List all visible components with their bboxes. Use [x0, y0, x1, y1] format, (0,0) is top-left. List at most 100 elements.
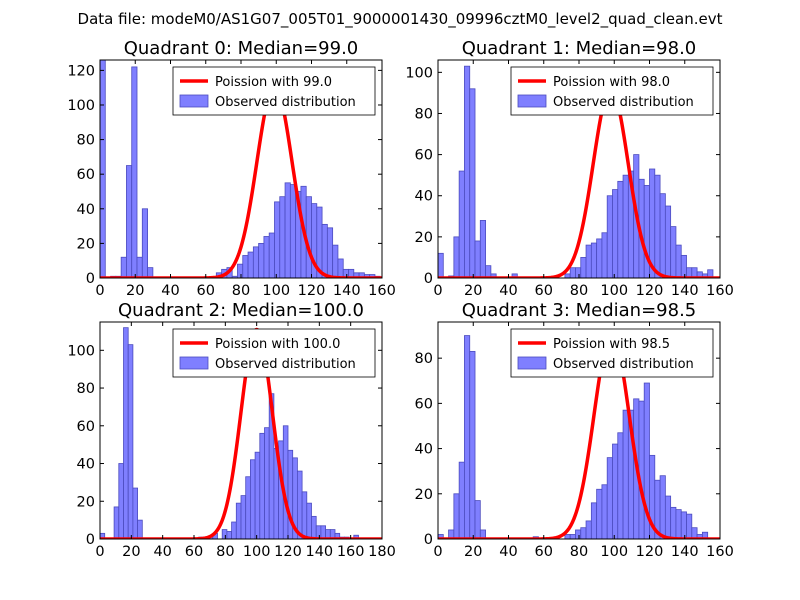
x-tick-label: 140: [305, 544, 333, 560]
histogram-bar: [453, 236, 460, 278]
histogram-bar: [675, 244, 682, 278]
legend-label-observed: Observed distribution: [553, 357, 694, 372]
x-tick-label: 20: [464, 283, 482, 299]
histogram-bar: [438, 252, 444, 278]
histogram-bar: [221, 529, 228, 539]
y-tick-label: 20: [415, 230, 433, 246]
histogram-bar: [606, 457, 613, 539]
histogram-bar: [564, 534, 571, 539]
histogram-bar: [654, 174, 661, 278]
histogram-bar: [247, 251, 254, 278]
histogram-bar: [590, 242, 598, 278]
histogram-bar: [659, 193, 666, 278]
histogram-bar: [596, 488, 603, 539]
histogram-bar: [326, 227, 334, 278]
histogram-bar: [137, 519, 143, 539]
y-tick-label: 60: [77, 167, 95, 183]
histogram-bar: [580, 257, 587, 278]
y-tick-label: 40: [77, 202, 95, 218]
histogram-bar: [622, 174, 629, 278]
histogram-bar: [638, 400, 645, 539]
histogram-bar: [490, 273, 497, 278]
histogram-bar: [237, 263, 244, 278]
histogram-bar: [315, 525, 322, 539]
y-tick-label: 80: [415, 351, 433, 367]
histogram-bar: [590, 502, 598, 539]
chart-title: Quadrant 2: Median=100.0: [118, 300, 364, 321]
y-tick-label: 40: [415, 189, 433, 205]
histogram-bar: [334, 532, 341, 539]
histogram-bar: [664, 205, 672, 278]
y-tick-label: 120: [67, 63, 95, 79]
x-tick-label: 120: [274, 544, 302, 560]
legend-label-poisson: Poission with 99.0: [215, 75, 332, 90]
x-tick-label: 100: [243, 544, 271, 560]
histogram-bar: [118, 463, 124, 539]
histogram-bar: [120, 256, 127, 278]
axes-frame: [99, 321, 383, 540]
histogram-bar: [284, 182, 291, 278]
histogram-bar: [254, 451, 261, 539]
histogram-bar: [464, 65, 471, 278]
y-tick-label: 0: [424, 532, 433, 548]
x-tick-label: 80: [570, 283, 588, 299]
histogram-bar: [311, 515, 317, 539]
histogram-bar: [612, 189, 619, 278]
histogram-bar: [136, 256, 143, 278]
histogram-bar: [575, 267, 582, 278]
legend-bar-swatch: [179, 356, 209, 370]
chart-title: Quadrant 1: Median=98.0: [462, 38, 697, 59]
x-tick-label: 140: [671, 283, 699, 299]
legend-label-poisson: Poission with 98.0: [553, 75, 670, 90]
chart-title: Quadrant 0: Median=99.0: [124, 38, 359, 59]
x-tick-label: 0: [433, 544, 442, 560]
histogram-bar: [268, 232, 275, 278]
histogram-bar: [622, 409, 629, 539]
x-tick-label: 160: [706, 544, 734, 560]
x-tick-label: 120: [298, 283, 326, 299]
histogram-bar: [601, 232, 608, 278]
y-tick-label: 60: [77, 419, 95, 435]
histogram-bar: [279, 196, 286, 278]
x-tick-label: 160: [706, 283, 734, 299]
histogram-bar: [670, 506, 677, 539]
legend-label-observed: Observed distribution: [215, 95, 356, 110]
histogram-bar: [301, 491, 308, 539]
x-tick-label: 0: [95, 544, 104, 560]
histogram-bar: [686, 513, 693, 539]
chart-quadrant-1: Quadrant 1: Median=98.0 0 20 40 60 80 100 120 14…: [405, 38, 734, 299]
x-tick-label: 60: [197, 283, 215, 299]
histogram-bar: [296, 470, 303, 539]
y-tick-label: 60: [415, 396, 433, 412]
histogram-bar: [113, 506, 120, 539]
histogram-bar: [141, 208, 148, 278]
histogram-bar: [453, 493, 460, 539]
histogram-bar: [617, 432, 624, 539]
histogram-bar: [617, 180, 624, 278]
histogram-bar: [258, 242, 265, 278]
y-tick-label: 0: [424, 271, 433, 287]
x-tick-label: 160: [337, 544, 365, 560]
histogram-bar: [585, 520, 592, 539]
y-tick-label: 40: [415, 442, 433, 458]
chart-quadrant-0: Quadrant 0: Median=99.0 0 20 40 60 80 100 120 14…: [67, 38, 396, 299]
x-tick-label: 20: [464, 544, 482, 560]
x-tick-label: 80: [232, 283, 250, 299]
y-tick-label: 80: [77, 133, 95, 149]
histogram-bar: [126, 165, 133, 278]
x-tick-label: 140: [333, 283, 361, 299]
histogram-bar: [659, 475, 666, 539]
histogram-bar: [235, 502, 242, 539]
legend-label-poisson: Poission with 100.0: [215, 337, 340, 352]
histogram-bar: [252, 246, 260, 278]
histogram-bar: [274, 201, 281, 278]
histogram-bar: [479, 220, 486, 278]
y-tick-label: 80: [415, 106, 433, 122]
legend-bar-swatch: [517, 94, 547, 108]
histogram-bar: [245, 476, 251, 539]
chart-quadrant-2: Quadrant 2: Median=100.00 20 40 60 80 100 120 1…: [67, 300, 396, 560]
histogram-bar: [485, 265, 492, 278]
histogram-bar: [664, 495, 672, 539]
x-tick-label: 40: [499, 544, 517, 560]
chart-quadrant-3: Quadrant 3: Median=98.5 0 20 40 60 80 100 120 14…: [415, 300, 734, 560]
